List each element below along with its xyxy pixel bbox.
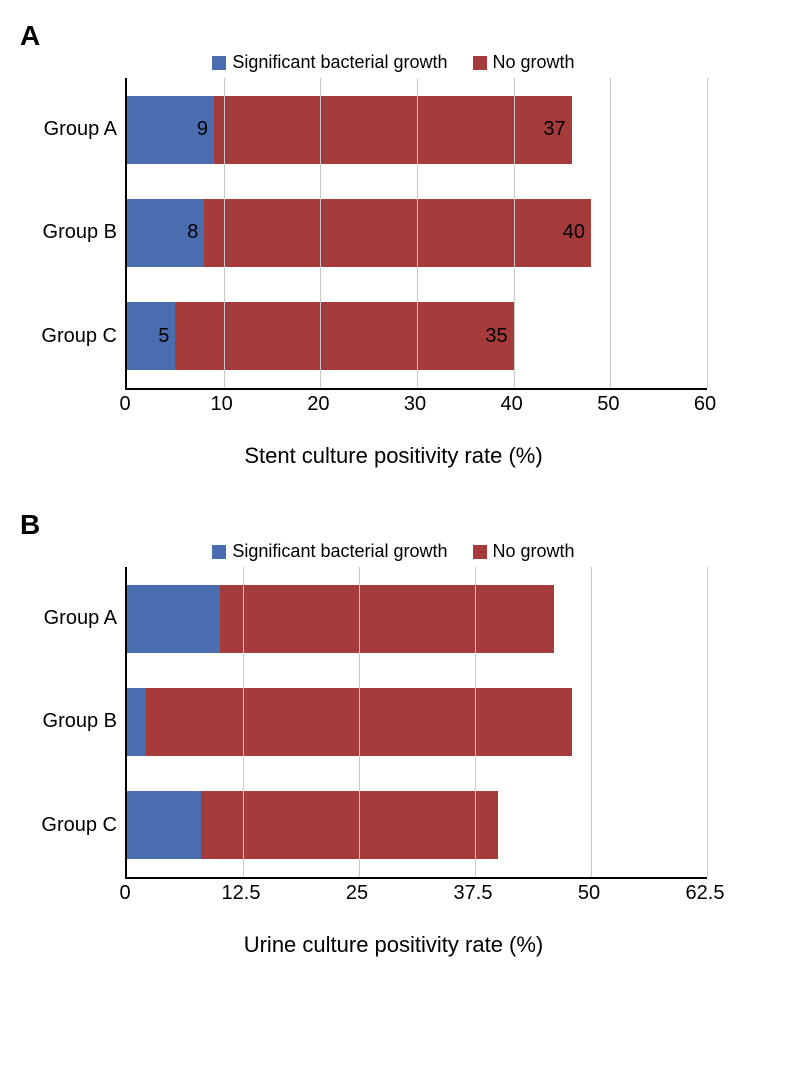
x-tick: 20 (307, 393, 329, 416)
panel-a-legend: Significant bacterial growth No growth (20, 52, 767, 73)
bar-seg-nogrowth (220, 585, 554, 653)
legend-item-nogrowth: No growth (473, 541, 575, 562)
panel-a-y-labels: Group A Group B Group C (20, 78, 125, 388)
y-label: Group B (43, 710, 117, 733)
bar-seg-growth: 8 (127, 199, 204, 267)
x-tick: 0 (119, 393, 130, 416)
panel-b-label: B (20, 509, 767, 541)
panel-a-chart: Group A Group B Group C 9 37 8 40 5 35 (20, 78, 767, 390)
gridline (610, 78, 611, 388)
gridline (417, 78, 418, 388)
gridline (707, 567, 708, 877)
panel-a-x-axis: 0102030405060 (125, 390, 705, 415)
bar-seg-nogrowth: 37 (214, 96, 572, 164)
y-label: Group C (41, 814, 117, 837)
bar-seg-nogrowth (201, 791, 498, 859)
bar-seg-nogrowth: 40 (204, 199, 591, 267)
gridline (514, 78, 515, 388)
panel-a-x-label: Stent culture positivity rate (%) (20, 443, 767, 469)
bar-value: 5 (158, 325, 169, 348)
bar-value: 37 (543, 118, 565, 141)
legend-label-growth: Significant bacterial growth (232, 541, 447, 562)
bar-seg-growth: 5 (127, 302, 175, 370)
gridline (224, 78, 225, 388)
legend-item-growth: Significant bacterial growth (212, 52, 447, 73)
x-tick: 25 (346, 882, 368, 905)
y-label: Group A (44, 118, 117, 141)
panel-b-y-labels: Group A Group B Group C (20, 567, 125, 877)
x-tick: 30 (404, 393, 426, 416)
x-tick: 50 (597, 393, 619, 416)
legend-swatch-growth (212, 545, 226, 559)
legend-swatch-nogrowth (473, 56, 487, 70)
panel-b-x-axis: 012.52537.55062.5 (125, 879, 705, 904)
x-tick: 0 (119, 882, 130, 905)
bar-seg-growth (127, 688, 146, 756)
x-tick: 12.5 (222, 882, 261, 905)
legend-swatch-growth (212, 56, 226, 70)
legend-label-nogrowth: No growth (493, 541, 575, 562)
panel-a-label: A (20, 20, 767, 52)
y-label: Group B (43, 221, 117, 244)
legend-item-growth: Significant bacterial growth (212, 541, 447, 562)
legend-swatch-nogrowth (473, 545, 487, 559)
panel-b-legend: Significant bacterial growth No growth (20, 541, 767, 562)
bar-seg-growth: 9 (127, 96, 214, 164)
panel-b-bars (127, 567, 707, 877)
legend-label-growth: Significant bacterial growth (232, 52, 447, 73)
y-label: Group A (44, 607, 117, 630)
gridline (359, 567, 360, 877)
x-tick: 40 (501, 393, 523, 416)
x-tick: 62.5 (686, 882, 725, 905)
panel-b: B Significant bacterial growth No growth… (20, 509, 767, 958)
bar-seg-growth (127, 791, 201, 859)
bar-value: 8 (187, 221, 198, 244)
bar-seg-growth (127, 585, 220, 653)
bar-row-group-b (127, 688, 707, 756)
bar-value: 40 (563, 221, 585, 244)
bar-row-group-a (127, 585, 707, 653)
panel-b-plot (125, 567, 707, 879)
panel-a: A Significant bacterial growth No growth… (20, 20, 767, 469)
gridline (243, 567, 244, 877)
gridline (475, 567, 476, 877)
x-tick: 37.5 (454, 882, 493, 905)
panel-a-plot: 9 37 8 40 5 35 (125, 78, 707, 390)
bar-seg-nogrowth: 35 (175, 302, 513, 370)
bar-value: 9 (197, 118, 208, 141)
bar-row-group-c (127, 791, 707, 859)
legend-item-nogrowth: No growth (473, 52, 575, 73)
panel-b-x-label: Urine culture positivity rate (%) (20, 932, 767, 958)
x-tick: 50 (578, 882, 600, 905)
x-tick: 10 (211, 393, 233, 416)
gridline (591, 567, 592, 877)
bar-value: 35 (485, 325, 507, 348)
gridline (320, 78, 321, 388)
legend-label-nogrowth: No growth (493, 52, 575, 73)
gridline (707, 78, 708, 388)
y-label: Group C (41, 325, 117, 348)
panel-b-chart: Group A Group B Group C (20, 567, 767, 879)
x-tick: 60 (694, 393, 716, 416)
